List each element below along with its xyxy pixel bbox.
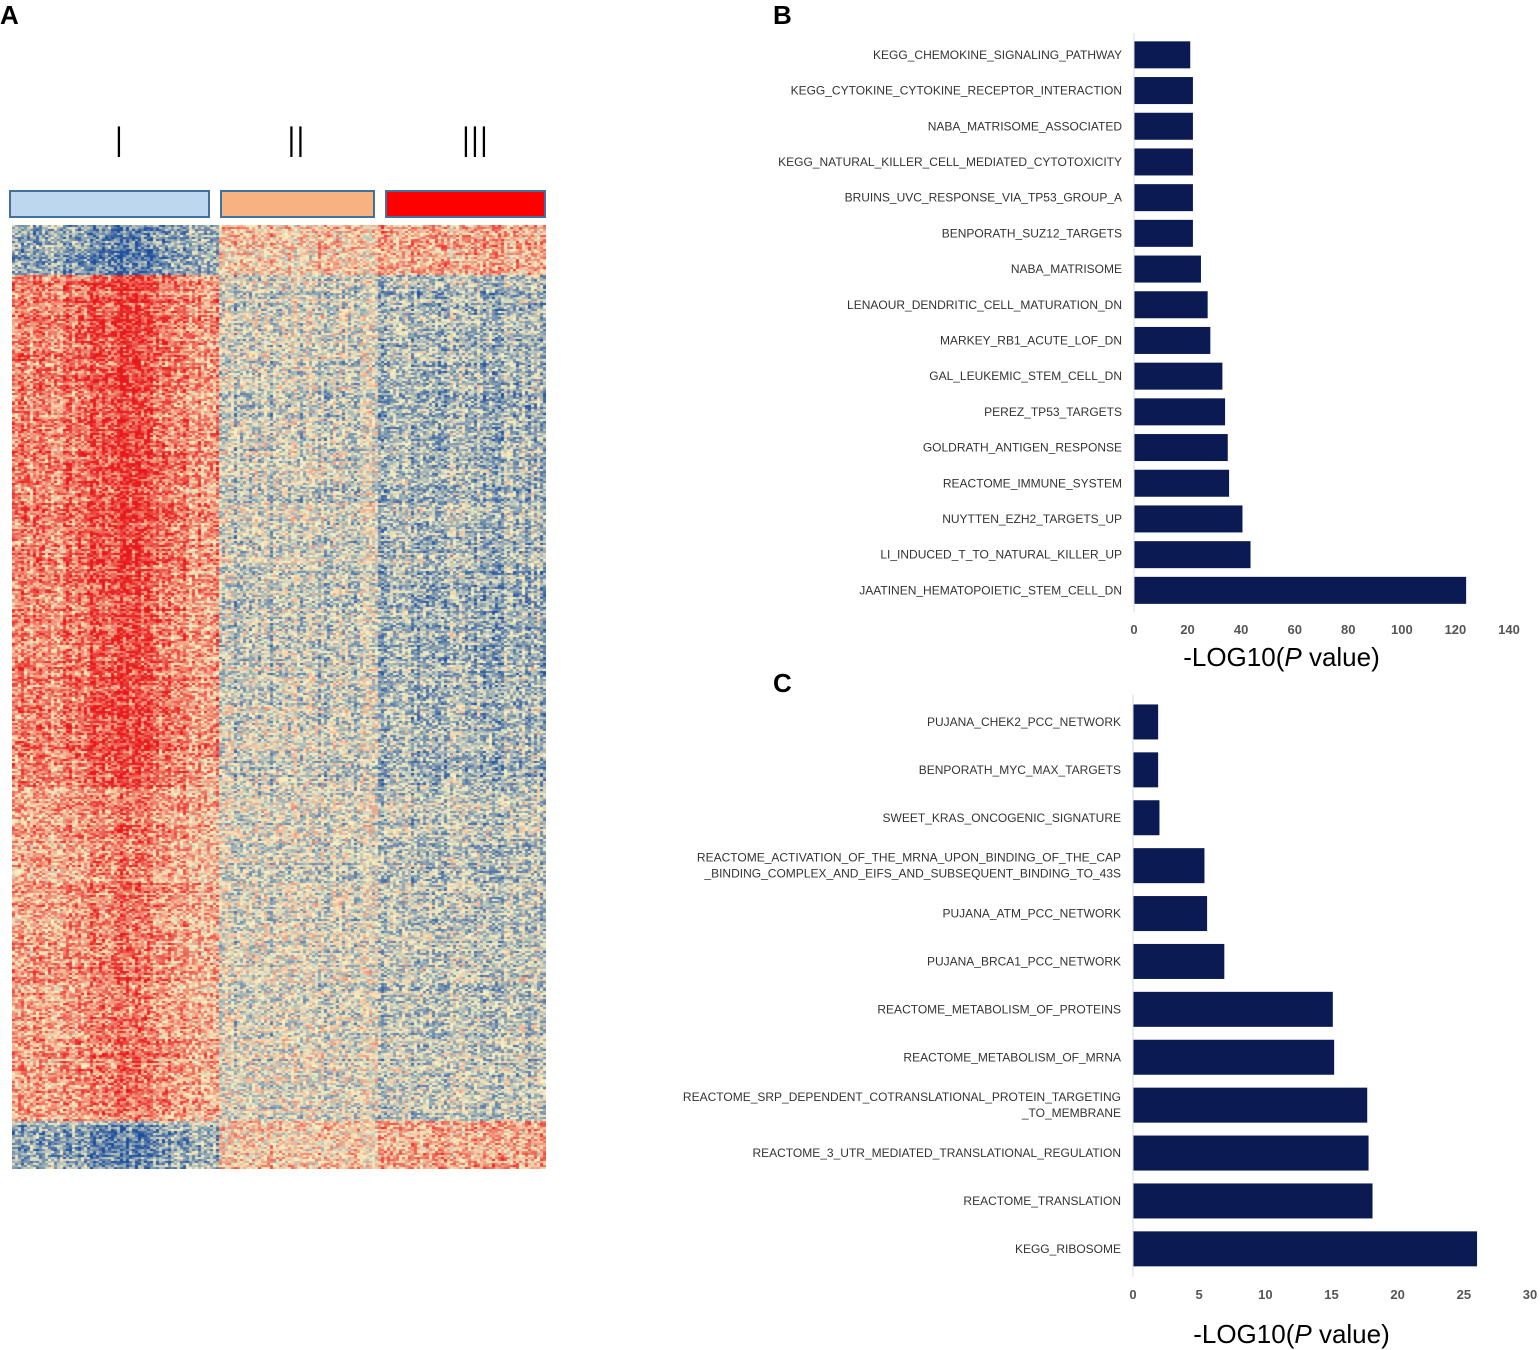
tick-label: 60	[1287, 622, 1301, 637]
category-label: GAL_LEUKEMIC_STEM_CELL_DN	[929, 369, 1122, 383]
chart-b-x-axis-title: -LOG10(P value)	[1183, 642, 1380, 672]
bar	[1133, 1183, 1373, 1219]
tick-label: 0	[1129, 1287, 1136, 1302]
category-label: _BINDING_COMPLEX_AND_EIFS_AND_SUBSEQUENT…	[703, 867, 1121, 881]
category-label: KEGG_CHEMOKINE_SIGNALING_PATHWAY	[873, 48, 1122, 62]
cluster-label-3: III	[462, 118, 490, 167]
bar	[1134, 184, 1193, 212]
panel-label-c: C	[773, 670, 792, 698]
category-label: KEGG_RIBOSOME	[1015, 1242, 1121, 1256]
bar	[1133, 896, 1208, 932]
bar	[1133, 991, 1333, 1027]
chart-b-tick-labels: 0 20 40 60 80 100 120 140	[1130, 622, 1519, 637]
chart-c-x-axis-title: -LOG10(P value)	[1193, 1319, 1390, 1349]
tick-label: 10	[1258, 1287, 1272, 1302]
cluster-bar-1	[9, 190, 210, 218]
bar	[1133, 752, 1159, 788]
category-label: REACTOME_TRANSLATION	[963, 1194, 1121, 1208]
tick-label: 80	[1341, 622, 1355, 637]
category-label: REACTOME_SRP_DEPENDENT_COTRANSLATIONAL_P…	[683, 1090, 1121, 1104]
category-label: PUJANA_ATM_PCC_NETWORK	[943, 907, 1121, 921]
category-label: LENAOUR_DENDRITIC_CELL_MATURATION_DN	[847, 298, 1122, 312]
bar	[1134, 398, 1226, 426]
bar	[1133, 800, 1160, 836]
chart-b-bars	[1134, 41, 1467, 604]
bar	[1134, 291, 1208, 319]
chart-c: C PUJANA_CHEK2_PCC_NETWORK BENPORATH_MYC_…	[683, 670, 1537, 1349]
bar	[1134, 112, 1193, 140]
bar	[1133, 1039, 1335, 1075]
bar	[1134, 541, 1251, 569]
category-label: SWEET_KRAS_ONCOGENIC_SIGNATURE	[883, 811, 1122, 825]
bar	[1134, 255, 1201, 283]
category-label: _TO_MEMBRANE	[1021, 1106, 1121, 1120]
category-label: KEGG_CYTOKINE_CYTOKINE_RECEPTOR_INTERACT…	[791, 84, 1122, 98]
expression-heatmap	[12, 225, 546, 1169]
category-label: REACTOME_IMMUNE_SYSTEM	[943, 476, 1122, 490]
bar	[1134, 576, 1467, 604]
category-label: PEREZ_TP53_TARGETS	[984, 405, 1122, 419]
tick-label: 120	[1445, 622, 1467, 637]
bar	[1133, 848, 1205, 884]
bar	[1134, 148, 1193, 176]
tick-label: 25	[1457, 1287, 1471, 1302]
category-label: JAATINEN_HEMATOPOIETIC_STEM_CELL_DN	[859, 583, 1122, 597]
bar	[1134, 434, 1228, 462]
cluster-bar-3	[385, 190, 546, 218]
chart-c-bars	[1133, 704, 1478, 1267]
bar	[1134, 505, 1243, 533]
category-label: REACTOME_METABOLISM_OF_MRNA	[903, 1050, 1121, 1064]
category-label: REACTOME_METABOLISM_OF_PROTEINS	[877, 1002, 1121, 1016]
category-label: NABA_MATRISOME	[1011, 262, 1122, 276]
bar	[1134, 219, 1193, 247]
tick-label: 20	[1390, 1287, 1404, 1302]
tick-label: 0	[1130, 622, 1137, 637]
category-label: KEGG_NATURAL_KILLER_CELL_MEDIATED_CYTOTO…	[778, 155, 1122, 169]
panel-label-b: B	[773, 0, 792, 30]
bar	[1134, 326, 1211, 354]
category-label: LI_INDUCED_T_TO_NATURAL_KILLER_UP	[880, 548, 1122, 562]
category-label: BENPORATH_MYC_MAX_TARGETS	[919, 763, 1121, 777]
bar	[1134, 77, 1193, 105]
category-label: BRUINS_UVC_RESPONSE_VIA_TP53_GROUP_A	[845, 191, 1122, 205]
bar	[1133, 1135, 1369, 1171]
tick-label: 15	[1324, 1287, 1338, 1302]
bar	[1133, 1087, 1368, 1123]
category-label: MARKEY_RB1_ACUTE_LOF_DN	[940, 333, 1122, 347]
tick-label: 5	[1196, 1287, 1203, 1302]
bar	[1133, 1231, 1478, 1267]
bar	[1134, 41, 1191, 69]
heatmap-panel: A I II III	[0, 0, 560, 1350]
category-label: GOLDRATH_ANTIGEN_RESPONSE	[923, 441, 1122, 455]
chart-c-category-labels: PUJANA_CHEK2_PCC_NETWORK BENPORATH_MYC_MA…	[683, 715, 1121, 1256]
panel-label-a: A	[0, 0, 19, 30]
tick-label: 40	[1234, 622, 1248, 637]
bar	[1133, 704, 1159, 740]
bar	[1133, 943, 1225, 979]
tick-label: 30	[1523, 1287, 1537, 1302]
tick-label: 140	[1498, 622, 1520, 637]
cluster-label-2: II	[287, 118, 307, 167]
bar	[1134, 362, 1223, 390]
cluster-bar-2	[220, 190, 375, 218]
category-label: REACTOME_ACTIVATION_OF_THE_MRNA_UPON_BIN…	[697, 851, 1121, 865]
tick-label: 20	[1180, 622, 1194, 637]
category-label: NABA_MATRISOME_ASSOCIATED	[928, 119, 1123, 133]
category-label: NUYTTEN_EZH2_TARGETS_UP	[942, 512, 1122, 526]
chart-b: B KEGG_CHEMOKINE_SIGNALING_PATHWAYKEGG_C…	[773, 0, 1520, 672]
chart-c-tick-labels: 0 5 10 15 20 25 30	[1129, 1287, 1537, 1302]
cluster-label-1: I	[115, 118, 125, 167]
category-label: PUJANA_BRCA1_PCC_NETWORK	[927, 954, 1121, 968]
category-label: BENPORATH_SUZ12_TARGETS	[942, 226, 1122, 240]
tick-label: 100	[1391, 622, 1413, 637]
chart-b-category-labels: KEGG_CHEMOKINE_SIGNALING_PATHWAY KEGG_CYT…	[778, 48, 1123, 597]
category-label: REACTOME_3_UTR_MEDIATED_TRANSLATIONAL_RE…	[752, 1146, 1121, 1160]
category-label: PUJANA_CHEK2_PCC_NETWORK	[927, 715, 1121, 729]
bar	[1134, 469, 1230, 497]
